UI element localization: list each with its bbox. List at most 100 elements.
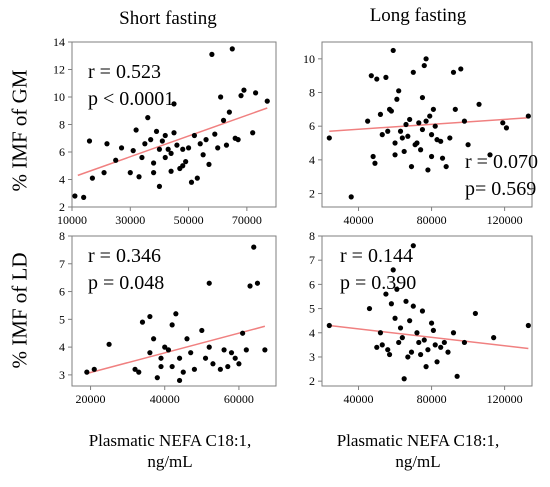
y-tick-label: 6 (309, 277, 315, 291)
x-tick-label: 80000 (417, 392, 447, 406)
y-tick-label: 4 (309, 153, 315, 167)
x-tick-label: 40000 (150, 392, 180, 406)
data-point (491, 335, 497, 341)
data-point (236, 361, 242, 367)
data-point (408, 349, 415, 355)
data-point (383, 74, 389, 80)
data-point (173, 311, 179, 317)
data-point (377, 111, 384, 117)
y-tick-label: 2 (309, 374, 315, 388)
data-point (158, 363, 164, 370)
data-point (401, 148, 407, 155)
data-point (169, 322, 175, 328)
data-point (414, 140, 420, 146)
y-tick-label: 7 (309, 253, 315, 267)
data-point (250, 130, 256, 136)
data-point (235, 137, 241, 143)
x-axis-title-line1: Plasmatic NEFA C18:1, (336, 431, 500, 450)
y-tick-label: 6 (59, 285, 65, 299)
data-point (147, 313, 153, 320)
x-axis-title-line2: ng/mL (147, 452, 193, 471)
data-point (180, 163, 186, 169)
data-point (374, 344, 380, 350)
stat-p: p < 0.0001 (88, 88, 174, 110)
stat-r: r = 0.346 (88, 245, 161, 267)
data-point (118, 145, 125, 151)
data-point (206, 344, 212, 350)
data-point (168, 150, 174, 156)
x-tick-label: 40000 (344, 213, 374, 227)
data-point (368, 73, 374, 79)
scatter-panel-ld-short: 20000 40000 60000 3 4 5 6 7 8 r = 0.346 p = 0.048 (59, 229, 277, 406)
data-point (184, 336, 190, 342)
y-tick-label: 2 (59, 200, 65, 214)
data-point (392, 315, 398, 321)
data-point (428, 320, 435, 326)
data-point (162, 132, 168, 139)
data-point (142, 141, 148, 147)
data-point (421, 62, 427, 69)
data-point (407, 318, 413, 324)
data-point (165, 146, 171, 152)
data-point (156, 146, 163, 152)
data-point (379, 342, 385, 348)
data-point (264, 98, 270, 104)
x-axis-title-line2: ng/mL (395, 452, 441, 471)
y-tick-label: 12 (53, 63, 65, 77)
data-point (326, 322, 332, 329)
stat-p: p = 0.048 (88, 272, 164, 294)
x-tick-label: 10000 (57, 213, 87, 227)
data-point (262, 347, 268, 353)
data-point (416, 339, 422, 346)
x-axis-title-long: Plasmatic NEFA C18:1, ng/mL (308, 430, 528, 472)
data-point (247, 283, 253, 289)
data-point (251, 244, 257, 250)
data-point (238, 93, 244, 99)
data-point (403, 121, 409, 128)
data-point (180, 146, 186, 152)
data-point (104, 141, 110, 147)
data-point (151, 336, 157, 342)
data-point (452, 106, 458, 112)
data-point (188, 179, 195, 185)
data-point (176, 377, 183, 384)
data-point (226, 109, 232, 115)
stat-p: p= 0.569 (465, 178, 536, 200)
data-point (410, 303, 416, 309)
data-point (139, 154, 145, 161)
data-point (525, 113, 531, 119)
x-tick-label: 120000 (487, 392, 523, 406)
data-point (423, 56, 429, 62)
data-point (171, 130, 177, 136)
data-point (133, 127, 139, 133)
x-tick-label: 70000 (232, 213, 262, 227)
scatter-panel-gm-long: 40000 80000 120000 2 4 6 8 10 r = 0.070 p= 0.569 (303, 41, 538, 227)
scatter-panel-gm-short: 10000 30000 50000 70000 2 4 6 8 10 12 14 r = 0.523 p… (53, 35, 277, 227)
column-title-long-fasting: Long fasting (369, 5, 467, 26)
data-point (180, 369, 186, 375)
data-point (127, 170, 133, 176)
data-point (158, 355, 164, 361)
data-point (174, 142, 180, 148)
data-point (450, 330, 457, 336)
data-point (430, 327, 436, 333)
data-point (221, 347, 227, 353)
data-point (503, 125, 510, 131)
data-point (414, 330, 420, 336)
data-point (385, 128, 391, 134)
data-point (423, 364, 429, 370)
data-point (169, 363, 175, 370)
data-point (476, 101, 482, 107)
data-point (410, 243, 416, 249)
y-tick-label: 8 (59, 229, 65, 243)
fit-line (77, 107, 268, 177)
data-point (191, 132, 197, 139)
data-point (225, 363, 231, 370)
y-tick-label: 14 (53, 35, 65, 49)
data-point (434, 359, 440, 365)
data-point (145, 115, 151, 121)
data-point (188, 350, 194, 356)
data-point (200, 152, 206, 158)
data-point (388, 108, 394, 114)
y-tick-label: 5 (59, 312, 65, 326)
